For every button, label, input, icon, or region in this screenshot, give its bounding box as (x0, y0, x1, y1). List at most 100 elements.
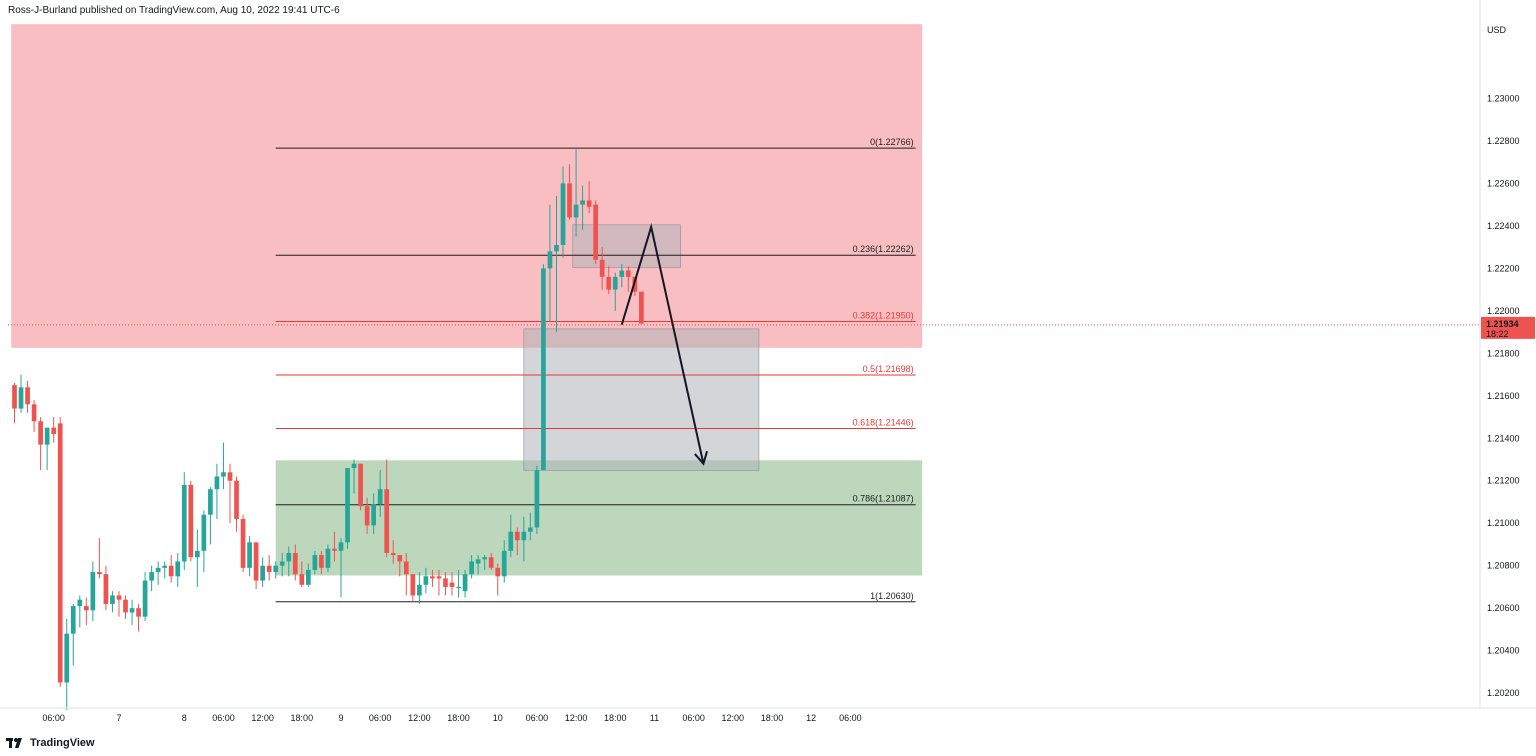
candle[interactable] (188, 480, 194, 562)
candle[interactable] (181, 472, 187, 570)
candle[interactable] (64, 618, 70, 711)
candle[interactable] (586, 181, 592, 214)
candle[interactable] (332, 531, 337, 562)
candle[interactable] (639, 291, 644, 324)
candle[interactable] (390, 540, 396, 564)
candle[interactable] (462, 569, 468, 598)
candle[interactable] (423, 567, 429, 594)
candle[interactable] (488, 552, 494, 570)
candle[interactable] (403, 552, 409, 596)
candle[interactable] (501, 540, 507, 583)
candle[interactable] (580, 185, 585, 231)
candle[interactable] (38, 417, 43, 471)
candle[interactable] (279, 552, 285, 577)
candle[interactable] (12, 383, 17, 424)
candle[interactable] (90, 561, 96, 621)
candle[interactable] (377, 470, 383, 517)
candle[interactable] (397, 555, 403, 577)
candle[interactable] (384, 459, 390, 558)
candle[interactable] (234, 476, 239, 532)
candle[interactable] (560, 166, 566, 258)
candle[interactable] (345, 468, 350, 549)
candle[interactable] (606, 266, 612, 294)
candle[interactable] (534, 465, 540, 534)
candle[interactable] (410, 574, 416, 602)
candle[interactable] (514, 527, 520, 556)
candle[interactable] (155, 561, 161, 585)
candle[interactable] (208, 487, 213, 545)
candle[interactable] (319, 550, 324, 575)
candle[interactable] (77, 595, 83, 628)
candle[interactable] (70, 603, 76, 666)
candle[interactable] (136, 603, 141, 632)
candle[interactable] (619, 264, 625, 288)
candle[interactable] (364, 497, 370, 534)
candle[interactable] (358, 463, 363, 511)
candle[interactable] (83, 597, 89, 626)
candle[interactable] (593, 200, 599, 265)
gray-zone[interactable] (572, 224, 681, 268)
projection-arrow-line[interactable] (620, 222, 705, 464)
candle[interactable] (149, 565, 154, 592)
candle[interactable] (625, 266, 631, 292)
candle[interactable] (31, 400, 37, 432)
candle[interactable] (312, 550, 318, 575)
price-axis[interactable]: USD 1.20200 1.20400 1.20600 1.20800 1.21000 1.… (1479, 0, 1535, 708)
demand-zone[interactable] (275, 460, 923, 576)
candle[interactable] (260, 557, 265, 587)
candle[interactable] (240, 514, 246, 573)
candle[interactable] (449, 572, 455, 596)
candle[interactable] (221, 442, 226, 490)
candle[interactable] (599, 247, 605, 290)
candle[interactable] (162, 561, 168, 579)
candle[interactable] (541, 264, 546, 471)
candle[interactable] (214, 463, 220, 519)
candle[interactable] (417, 572, 422, 604)
candle[interactable] (142, 572, 148, 621)
candle[interactable] (247, 535, 252, 577)
candle[interactable] (443, 572, 448, 596)
candle[interactable] (547, 204, 553, 322)
candle[interactable] (292, 544, 298, 581)
candle[interactable] (325, 544, 331, 573)
candle[interactable] (201, 510, 207, 573)
candle[interactable] (371, 493, 377, 534)
candle[interactable] (521, 516, 527, 562)
candle[interactable] (567, 164, 572, 220)
candle[interactable] (168, 555, 174, 583)
candle[interactable] (103, 565, 109, 611)
candle[interactable] (129, 599, 135, 626)
candle[interactable] (305, 563, 311, 587)
candle[interactable] (123, 595, 128, 619)
candle[interactable] (194, 529, 200, 587)
candle[interactable] (612, 272, 618, 311)
candle[interactable] (508, 514, 514, 558)
candle[interactable] (495, 563, 501, 596)
candle[interactable] (299, 561, 305, 587)
candle[interactable] (97, 538, 102, 579)
candle[interactable] (554, 196, 559, 333)
candle[interactable] (436, 569, 442, 596)
candle[interactable] (456, 569, 461, 598)
candle[interactable] (253, 542, 259, 590)
candle[interactable] (482, 555, 488, 570)
gray-zone[interactable] (523, 328, 760, 471)
candle[interactable] (430, 569, 435, 587)
candle[interactable] (573, 149, 579, 237)
candle[interactable] (18, 374, 24, 413)
candle[interactable] (116, 591, 122, 617)
supply-zone[interactable] (11, 24, 923, 348)
candle[interactable] (57, 417, 63, 687)
candle[interactable] (110, 591, 115, 613)
candle[interactable] (25, 380, 30, 413)
candle[interactable] (266, 555, 272, 581)
time-axis[interactable]: 06:00 7 8 06:00 12:00 18:00 9 06:00 12:00 18:00 10… (0, 707, 1536, 723)
candle[interactable] (51, 417, 57, 443)
candle[interactable] (528, 512, 533, 541)
candle[interactable] (286, 546, 292, 577)
candle[interactable] (475, 555, 481, 575)
candle[interactable] (273, 561, 279, 579)
candle[interactable] (227, 463, 233, 524)
candle[interactable] (175, 552, 181, 587)
